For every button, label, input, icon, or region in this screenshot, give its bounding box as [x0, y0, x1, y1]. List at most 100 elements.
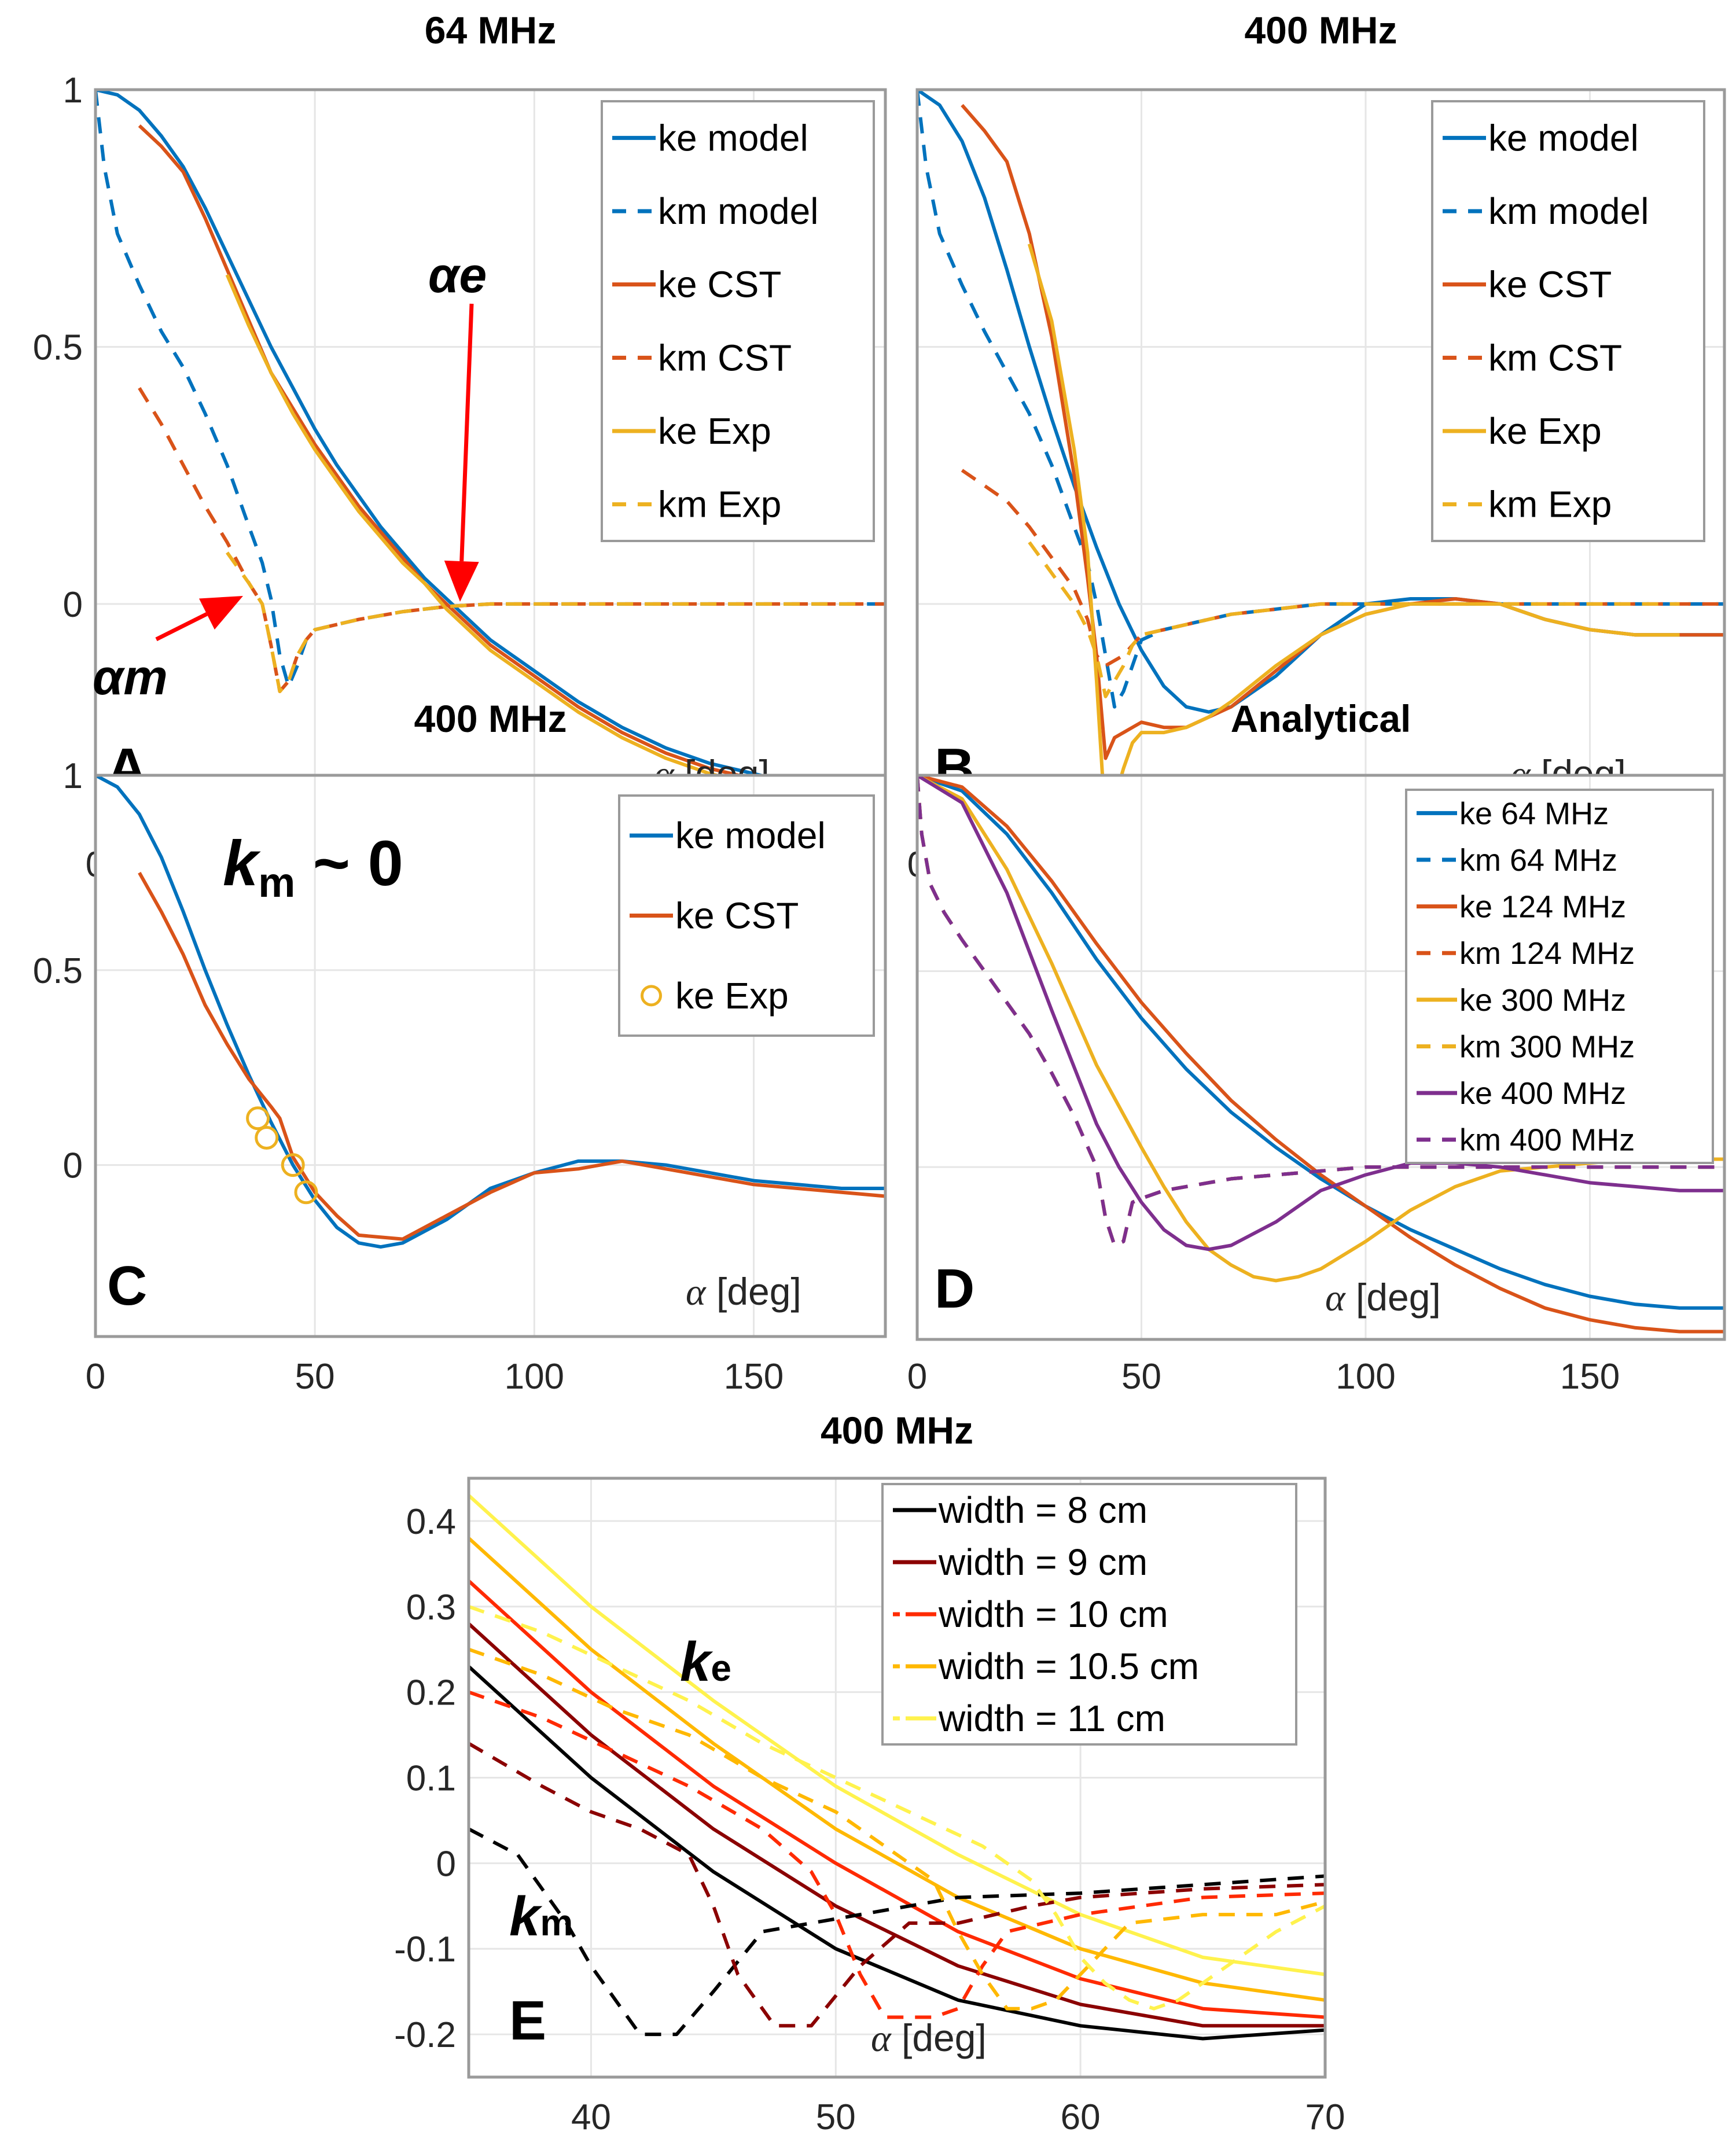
legend-label: width = 9 cm [938, 1541, 1147, 1583]
y-tick-label: 1 [63, 71, 83, 111]
legend-item: width = 11 cm [893, 1698, 1165, 1739]
subscript: m [540, 1902, 573, 1943]
legend-marker [641, 985, 662, 1007]
legend-item: km Exp [612, 484, 781, 525]
legend-box [1431, 100, 1705, 542]
legend-label: ke model [1488, 117, 1639, 159]
legend-item: ke model [630, 815, 826, 856]
series-line-km-400-mhz [917, 775, 1724, 1247]
chart-title: 64 MHz [425, 9, 556, 51]
k-symbol: k [509, 1886, 543, 1947]
subscript: m [258, 860, 295, 906]
chart-title: 400 MHz [821, 1409, 973, 1452]
series-line-width-8-cm [469, 1665, 1325, 2041]
series-line-ke-cst [138, 871, 885, 1241]
legend-label: width = 11 cm [938, 1698, 1165, 1739]
x-tick-label: 150 [1560, 1357, 1620, 1397]
x-tick-label: 50 [295, 1357, 335, 1397]
arrow-head [444, 560, 479, 602]
y-tick-label: 0 [63, 1146, 83, 1186]
y-tick-label: 0.5 [33, 327, 83, 367]
y-tick-label: 0.3 [406, 1588, 456, 1628]
k-symbol: k [223, 828, 261, 899]
legend-label: width = 8 cm [938, 1489, 1147, 1531]
legend-item: ke CST [612, 264, 781, 305]
legend-box [881, 1483, 1297, 1746]
legend-item: km 400 MHz [1417, 1123, 1635, 1158]
legend-item: km model [612, 190, 818, 232]
axes-box [94, 774, 887, 1338]
legend: width = 8 cm width = 9 cm width = 10 cm wid… [881, 1483, 1297, 1746]
y-tick-label: 0.5 [33, 951, 83, 991]
legend-item: km 124 MHz [1417, 936, 1635, 971]
legend-label: ke CST [1488, 264, 1612, 305]
legend-item: ke Exp [1443, 410, 1602, 452]
legend-item: width = 10 cm [893, 1593, 1168, 1635]
legend-box [1405, 789, 1714, 1164]
x-axis-label: α [deg] [1325, 1276, 1441, 1319]
series-line-ke-exp [225, 274, 842, 796]
series-line-ke-model [95, 90, 885, 791]
series-line-ke-124-mhz [917, 775, 1724, 1334]
subscript: e [711, 1647, 731, 1689]
km-approx-zero-label: km ~ 0 [223, 828, 403, 906]
x-axis-label: α [deg] [871, 2016, 987, 2060]
alpha-e-label: αe [428, 248, 487, 303]
legend-label: ke Exp [658, 410, 771, 452]
alpha-m-label: αm [93, 650, 168, 705]
series-line-km-width-10-5-cm [469, 1647, 1325, 2011]
alpha-e-arrow [444, 303, 479, 602]
series-group [469, 1494, 1325, 2041]
data-point-ke-exp [281, 1153, 305, 1177]
legend-label: ke 64 MHz [1459, 796, 1609, 831]
panel-letter: C [107, 1255, 147, 1317]
legend-item: km 64 MHz [1417, 843, 1617, 878]
unit-text: [deg] [706, 1270, 801, 1313]
legend-label: km model [658, 190, 818, 232]
legend-item: ke CST [1443, 264, 1612, 305]
legend-item: km CST [1443, 337, 1622, 378]
y-tick-label: 0 [63, 585, 83, 625]
legend-item: km model [1443, 190, 1649, 232]
y-tick-label: 0 [436, 1844, 456, 1884]
legend-item: ke model [612, 117, 808, 159]
series-group [95, 775, 885, 1249]
ke-label: ke [680, 1631, 731, 1693]
chart-title: Analytical [1231, 697, 1411, 740]
legend-item: km CST [612, 337, 792, 378]
legend-label: ke model [675, 815, 826, 856]
legend-box [601, 100, 875, 542]
series-line-ke-400-mhz [917, 775, 1724, 1251]
legend-item: ke 64 MHz [1417, 796, 1609, 831]
series-line-km-model [917, 90, 1724, 709]
legend-label: km Exp [658, 484, 781, 525]
legend-label: ke Exp [1488, 410, 1602, 452]
series-line-km-width-8-cm [469, 1827, 1325, 2037]
alpha-m-arrow [155, 596, 243, 642]
legend-item: width = 8 cm [893, 1489, 1147, 1531]
legend-label: km Exp [1488, 484, 1612, 525]
chart-title: 400 MHz [1244, 9, 1397, 51]
legend-label: ke CST [675, 895, 799, 937]
x-tick-label: 0 [907, 1357, 927, 1397]
series-line-ke-model [95, 775, 885, 1249]
x-tick-label: 100 [1336, 1357, 1395, 1397]
legend-label: ke 300 MHz [1459, 983, 1626, 1018]
series-group [95, 90, 885, 796]
legend-label: ke CST [658, 264, 781, 305]
x-tick-label: 0 [86, 1357, 105, 1397]
legend-label: ke 400 MHz [1459, 1076, 1626, 1111]
unit-text: [deg] [891, 2016, 987, 2059]
chart-title: 400 MHz [414, 697, 567, 740]
arrow-shaft [155, 612, 208, 642]
y-tick-label: 0.4 [406, 1502, 456, 1542]
panel-e: 400 MHz 40 50 60 70 -0.2 -0.1 0 0.1 0.2 0.3 0.4 E α [… [394, 1409, 1345, 2137]
alpha-symbol: α [871, 2018, 892, 2060]
legend-label: width = 10.5 cm [938, 1645, 1199, 1687]
data-point-ke-exp [255, 1125, 279, 1150]
legend-label: km 400 MHz [1459, 1123, 1635, 1158]
legend-item: ke 124 MHz [1417, 890, 1626, 925]
